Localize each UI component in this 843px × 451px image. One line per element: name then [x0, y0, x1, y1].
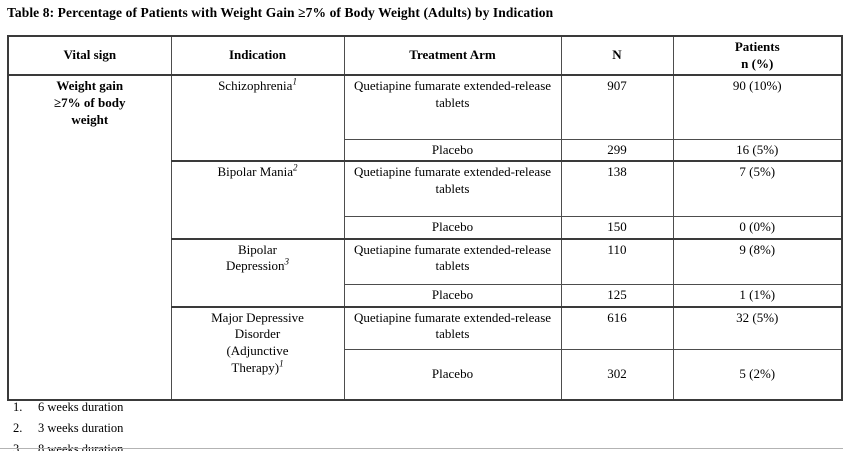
indication-cell-bipolar-mania: Bipolar Mania2 [170, 160, 345, 240]
footnote-item: 2. 3 weeks duration [0, 418, 400, 439]
treatment-arm-cell: Placebo [343, 138, 562, 162]
indication-cell-schizophrenia: Schizophrenia1 [170, 74, 345, 162]
footnotes-list: 1. 6 weeks duration 2. 3 weeks duration … [0, 397, 400, 451]
col-header-vital-sign: Vital sign [7, 35, 172, 77]
n-cell: 110 [560, 237, 674, 285]
treatment-arm-cell: Quetiapine fumarate extended-release tab… [343, 160, 562, 217]
table-row: Placebo 302 5 (2%) [8, 349, 843, 401]
treatment-arm-cell: Quetiapine fumarate extended-release tab… [343, 74, 562, 140]
col-header-n: N [560, 35, 674, 77]
indication-label: Bipolar Depression [226, 241, 285, 274]
patients-cell: 32 (5%) [672, 305, 843, 351]
footnote-ref: 1 [292, 76, 297, 87]
n-cell: 616 [560, 305, 674, 351]
patients-cell: 5 (2%) [672, 349, 843, 401]
col-header-patients-line2: n (%) [741, 55, 774, 71]
treatment-arm-cell: Quetiapine fumarate extended-release tab… [343, 305, 562, 351]
footnote-text: 3 weeks duration [38, 421, 124, 435]
patients-cell: 90 (10%) [672, 74, 843, 140]
treatment-arm-cell: Placebo [343, 349, 562, 401]
n-cell: 125 [560, 283, 674, 308]
footnote-item: 1. 6 weeks duration [0, 397, 400, 418]
table-title: Table 8: Percentage of Patients with Wei… [7, 5, 554, 20]
table-row: Placebo 150 0 (0%) [8, 215, 843, 240]
n-cell: 138 [560, 160, 674, 217]
patients-cell: 7 (5%) [672, 160, 843, 217]
header-row: Vital sign Indication Treatment Arm N Pa… [7, 35, 843, 77]
footnote-ref: 3 [284, 256, 290, 267]
footnote-item: 3. 8 weeks duration [0, 439, 400, 451]
table-row: Bipolar Depression3 Quetiapine fumarate … [8, 237, 843, 308]
patients-cell: 0 (0%) [672, 215, 843, 240]
indication-cell-bipolar-depression: Bipolar Depression3 [170, 237, 345, 308]
page-bottom-rule [0, 448, 843, 449]
col-header-patients-line1: Patients [734, 39, 780, 54]
patients-cell: 1 (1%) [672, 283, 843, 308]
col-header-patients: Patients n (%) [672, 35, 843, 77]
table-row: Weight gain ≥7% of body weight Schizophr… [7, 74, 843, 401]
treatment-arm-cell: Placebo [343, 215, 562, 240]
indication-label: Major Depressive Disorder (Adjunctive Th… [211, 309, 304, 375]
indication-label: Bipolar Mania [217, 164, 293, 180]
footnote-text: 6 weeks duration [38, 400, 124, 414]
vital-sign-value-cell: Weight gain ≥7% of body weight [7, 74, 172, 401]
table-row: Major Depressive Disorder (Adjunctive Th… [8, 305, 843, 401]
n-cell: 299 [560, 138, 674, 162]
indication-cell-major-depressive-disorder: Major Depressive Disorder (Adjunctive Th… [170, 305, 345, 401]
footnote-text: 8 weeks duration [38, 442, 124, 451]
footnote-number: 1. [13, 400, 23, 414]
vital-sign-value: Weight gain ≥7% of body weight [54, 78, 126, 127]
treatment-arm-cell: Quetiapine fumarate extended-release tab… [343, 237, 562, 285]
col-header-treatment-arm: Treatment Arm [343, 35, 562, 77]
footnote-ref: 1 [279, 358, 284, 369]
treatment-arm-cell: Placebo [343, 283, 562, 308]
indication-label: Schizophrenia [218, 78, 293, 94]
weight-gain-table: Vital sign Indication Treatment Arm N Pa… [7, 35, 843, 401]
n-cell: 150 [560, 215, 674, 240]
patients-cell: 9 (8%) [672, 237, 843, 285]
footnote-number: 2. [13, 421, 23, 435]
footnote-ref: 2 [292, 163, 298, 174]
n-cell: 302 [560, 349, 674, 401]
col-header-indication: Indication [170, 35, 345, 77]
patients-cell: 16 (5%) [672, 138, 843, 162]
footnote-number: 3. [13, 442, 23, 451]
n-cell: 907 [560, 74, 674, 140]
